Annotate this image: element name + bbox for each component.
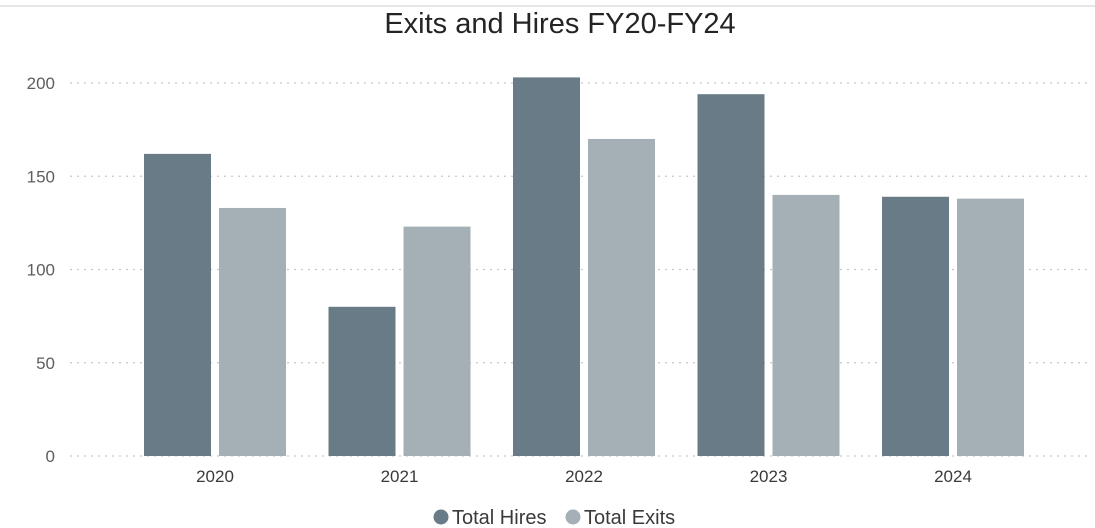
bar-total-hires-2020[interactable] (144, 153, 211, 456)
legend-marker-total-hires (433, 509, 449, 525)
bars (144, 77, 1024, 456)
legend-marker-total-exits (565, 509, 581, 525)
bar-total-hires-2023[interactable] (697, 94, 765, 456)
bar-total-hires-2024[interactable] (882, 196, 949, 456)
x-tick-label: 2024 (934, 467, 972, 486)
x-axis: 2020 2021 2022 2023 2024 (196, 467, 972, 486)
y-tick-label: 150 (27, 167, 55, 186)
y-axis: 0 50 100 150 200 (27, 74, 55, 466)
bar-total-exits-2020[interactable] (219, 207, 286, 456)
x-tick-label: 2021 (381, 467, 419, 486)
bar-total-exits-2023[interactable] (772, 194, 840, 456)
chart-title: Exits and Hires FY20-FY24 (384, 8, 735, 40)
y-tick-label: 200 (27, 74, 55, 93)
y-tick-label: 100 (27, 261, 55, 280)
bar-total-exits-2022[interactable] (588, 138, 655, 456)
x-tick-label: 2023 (750, 467, 788, 486)
bar-total-exits-2024[interactable] (957, 198, 1024, 456)
y-tick-label: 0 (46, 447, 55, 466)
legend-label-total-hires[interactable]: Total Hires (452, 507, 546, 528)
legend-label-total-exits[interactable]: Total Exits (584, 507, 675, 528)
legend[interactable]: Total Hires Total Exits (433, 507, 676, 528)
y-tick-label: 50 (36, 354, 55, 373)
bar-total-hires-2022[interactable] (513, 77, 580, 456)
bar-total-hires-2021[interactable] (328, 306, 396, 456)
x-tick-label: 2022 (565, 467, 603, 486)
x-tick-label: 2020 (196, 467, 234, 486)
bar-total-exits-2021[interactable] (403, 226, 471, 456)
